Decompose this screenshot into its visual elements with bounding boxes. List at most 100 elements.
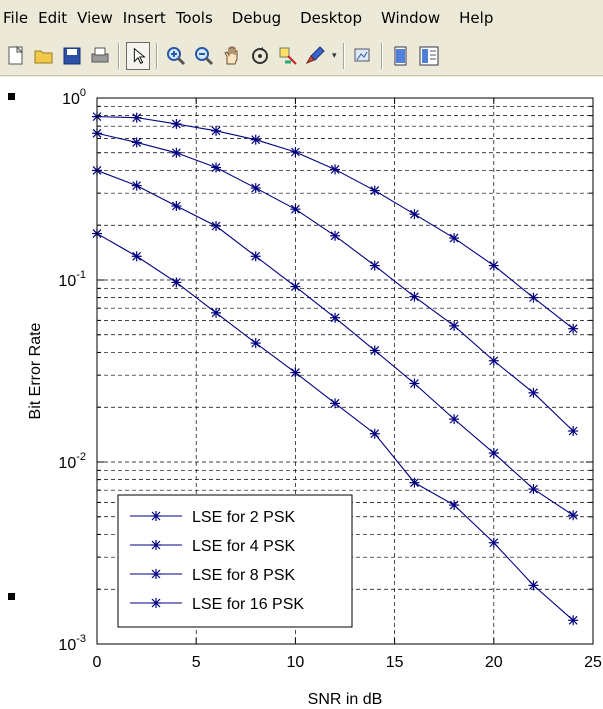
new-figure-icon	[8, 45, 24, 64]
brush-button[interactable]	[304, 42, 328, 70]
toolbar-separator	[118, 42, 120, 69]
asterisk-marker	[171, 118, 182, 129]
menu-debug[interactable]: Debug	[231, 9, 282, 27]
marker-stroke	[290, 147, 300, 157]
asterisk-marker	[369, 185, 380, 196]
figure-corner-marker-top	[8, 93, 15, 100]
menu-bar: File Edit View Insert Tools Debug Desktop Windo…	[0, 0, 603, 36]
asterisk-marker	[330, 164, 341, 175]
asterisk-marker	[488, 355, 499, 366]
marker-stroke	[132, 181, 142, 191]
marker-stroke	[449, 233, 459, 243]
marker-stroke	[449, 500, 459, 510]
save-button[interactable]	[60, 42, 84, 70]
menu-edit[interactable]: Edit	[38, 9, 68, 27]
plot-frame	[96, 97, 594, 645]
y-axis-label: Bit Error Rate	[27, 322, 44, 419]
asterisk-marker	[369, 428, 380, 439]
asterisk-marker	[131, 112, 142, 123]
asterisk-marker	[171, 147, 182, 158]
marker-stroke	[370, 346, 380, 355]
y-tick-exponent: 0	[80, 87, 86, 99]
print-button[interactable]	[88, 42, 112, 70]
menu-file[interactable]: File	[3, 9, 29, 27]
marker-stroke	[568, 324, 578, 334]
menu-tools[interactable]: Tools	[175, 9, 213, 27]
legend-entry: LSE for 4 PSK	[130, 538, 295, 555]
asterisk-marker	[211, 307, 222, 318]
series-1	[92, 228, 579, 626]
data-cursor-button[interactable]	[276, 42, 300, 70]
marker-stroke	[132, 113, 142, 123]
series-2	[92, 165, 579, 521]
menu-desktop[interactable]: Desktop	[300, 9, 362, 27]
marker-stroke	[171, 148, 181, 158]
asterisk-marker	[131, 180, 142, 191]
zoom-out-button[interactable]	[192, 42, 216, 70]
asterisk-marker	[290, 147, 301, 158]
toolbar-separator	[156, 42, 158, 69]
legend-label: LSE for 2 PSK	[192, 509, 295, 526]
link-plot-button[interactable]	[351, 42, 375, 70]
y-tick-base: 10	[62, 91, 80, 108]
pan-hand-button[interactable]	[220, 42, 244, 70]
marker-stroke	[211, 221, 221, 231]
open-file-button[interactable]	[32, 42, 56, 70]
pan-hand-icon	[224, 46, 238, 64]
rotate-3d-icon	[252, 46, 268, 64]
marker-stroke	[171, 119, 181, 129]
toolbar-separator	[342, 42, 345, 69]
marker-stroke	[568, 615, 578, 625]
asterisk-marker	[449, 414, 460, 425]
asterisk-marker	[568, 323, 579, 334]
show-plot-tools-icon	[419, 46, 439, 65]
asterisk-marker	[151, 511, 161, 521]
asterisk-marker	[171, 201, 182, 212]
asterisk-marker	[131, 251, 142, 262]
marker-stroke	[290, 204, 300, 214]
x-axis-label: SNR in dB	[308, 691, 383, 708]
brush-dropdown-icon[interactable]: ▾	[332, 50, 337, 61]
menu-help[interactable]: Help	[459, 9, 494, 27]
asterisk-marker	[449, 233, 460, 244]
marker-stroke	[132, 251, 142, 261]
menu-insert[interactable]: Insert	[122, 9, 166, 27]
toolbar-separator	[380, 42, 383, 69]
select-arrow-button[interactable]	[126, 41, 150, 70]
marker-stroke	[370, 429, 380, 439]
series-4	[92, 111, 579, 334]
y-tick-label: 10-1	[58, 269, 86, 290]
menu-view[interactable]: View	[77, 9, 113, 27]
data-cursor-icon	[279, 47, 297, 65]
rotate-3d-button[interactable]	[248, 42, 272, 70]
marker-stroke	[330, 313, 340, 323]
marker-stroke	[370, 186, 380, 195]
marker-stroke	[290, 282, 300, 292]
zoom-in-button[interactable]	[164, 42, 188, 70]
legend-label: LSE for 8 PSK	[192, 567, 295, 584]
hide-plot-tools-button[interactable]	[389, 42, 413, 70]
asterisk-marker	[250, 183, 261, 194]
menu-window[interactable]: Window	[380, 9, 441, 27]
marker-stroke	[251, 135, 261, 145]
show-plot-tools-button[interactable]	[417, 42, 441, 70]
x-tick-label: 25	[584, 654, 602, 671]
marker-stroke	[251, 251, 261, 261]
asterisk-marker	[449, 320, 460, 331]
marker-stroke	[449, 414, 459, 424]
marker-stroke	[132, 138, 142, 147]
asterisk-marker	[568, 615, 579, 626]
marker-stroke	[410, 209, 419, 219]
x-tick-label: 15	[386, 654, 404, 671]
marker-stroke	[211, 308, 221, 318]
zoom-out-icon	[195, 46, 214, 65]
y-tick-label: 10-2	[58, 451, 86, 472]
marker-stroke	[330, 165, 340, 174]
x-tick-label: 10	[287, 654, 305, 671]
y-tick-exponent: -3	[76, 633, 86, 645]
asterisk-marker	[409, 209, 420, 220]
asterisk-marker	[528, 292, 539, 303]
new-figure-button[interactable]	[4, 42, 28, 70]
legend-entry: LSE for 16 PSK	[130, 596, 304, 613]
